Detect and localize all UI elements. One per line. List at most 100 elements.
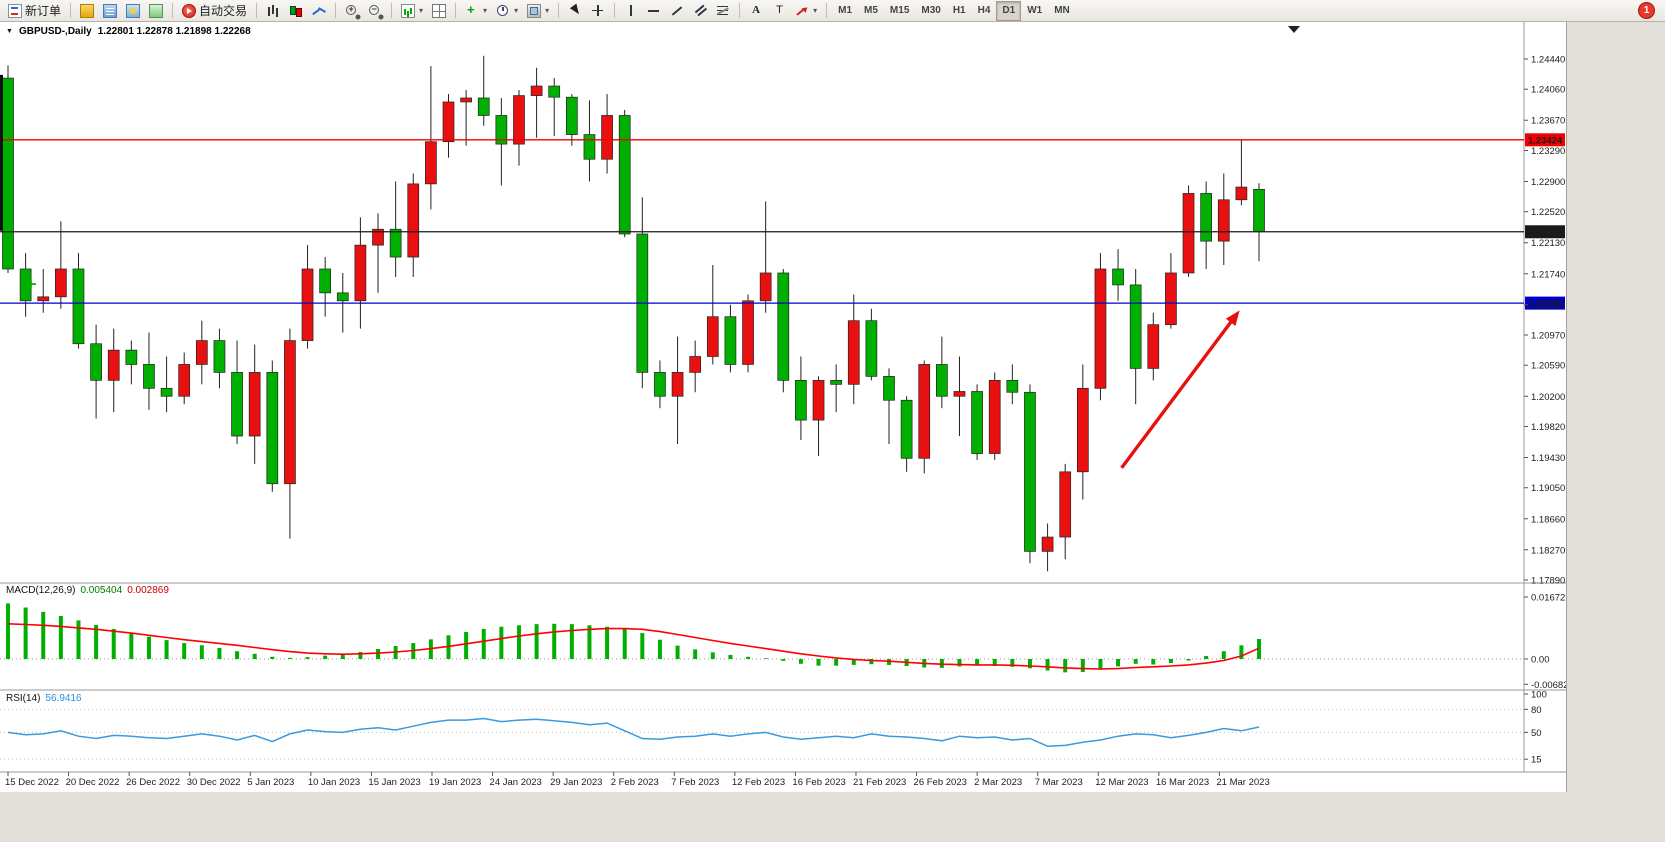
ohlc-values: 1.22801 1.22878 1.21898 1.22268 xyxy=(97,26,251,37)
svg-text:1.24060: 1.24060 xyxy=(1531,85,1565,96)
svg-text:19 Jan 2023: 19 Jan 2023 xyxy=(429,777,481,788)
svg-text:26 Feb 2023: 26 Feb 2023 xyxy=(914,777,967,788)
dropdown-arrow-icon: ▾ xyxy=(419,6,424,15)
candlestick-chart-icon xyxy=(289,4,303,18)
toolbar-separator xyxy=(256,3,258,18)
svg-text:-0.006826: -0.006826 xyxy=(1531,680,1566,691)
cursor-button[interactable] xyxy=(564,1,586,21)
zoom-out-icon xyxy=(368,4,382,18)
timeframe-d1-button[interactable]: D1 xyxy=(996,0,1022,21)
new-chart-button[interactable]: ▾ xyxy=(397,1,427,21)
svg-text:7 Mar 2023: 7 Mar 2023 xyxy=(1035,777,1083,788)
svg-text:12 Mar 2023: 12 Mar 2023 xyxy=(1095,777,1148,788)
svg-text:30 Dec 2022: 30 Dec 2022 xyxy=(187,777,241,788)
macd-signal-value: 0.002869 xyxy=(127,585,169,596)
label-button[interactable] xyxy=(768,1,790,21)
chart-window: 1.23424 1.22268 1.21371 1.24440 1.24060 1.236… xyxy=(0,22,1567,792)
shapes-button[interactable]: ▾ xyxy=(791,1,821,21)
svg-text:1.23670: 1.23670 xyxy=(1531,116,1565,127)
zoom-in-button[interactable] xyxy=(341,1,363,21)
market-watch-button[interactable] xyxy=(76,1,98,21)
crosshair-button[interactable] xyxy=(587,1,609,21)
vertical-line-button[interactable] xyxy=(620,1,642,21)
auto-trading-button[interactable]: 自动交易 xyxy=(178,1,251,21)
bar-chart-icon xyxy=(266,4,280,18)
svg-text:0.00: 0.00 xyxy=(1531,655,1550,666)
svg-text:0.016725: 0.016725 xyxy=(1531,593,1566,604)
dropdown-arrow-icon: ▾ xyxy=(483,6,488,15)
tile-windows-button[interactable] xyxy=(428,1,450,21)
toolbar-separator xyxy=(172,3,174,18)
data-window-icon xyxy=(103,3,118,18)
dropdown-arrow-icon: ▾ xyxy=(514,6,519,15)
chart-title: ▼ GBPUSD-,Daily 1.22801 1.22878 1.21898 … xyxy=(6,26,251,37)
toolbar-separator xyxy=(826,3,828,18)
tile-windows-icon xyxy=(432,3,447,18)
arrow-shapes-icon xyxy=(795,4,809,18)
svg-text:5 Jan 2023: 5 Jan 2023 xyxy=(247,777,294,788)
candlestick-chart-button[interactable] xyxy=(285,1,307,21)
svg-text:1.19430: 1.19430 xyxy=(1531,453,1565,464)
timeframe-group: M1 M5 M15 M30 H1 H4 D1 W1 MN xyxy=(832,0,1076,21)
svg-text:2 Feb 2023: 2 Feb 2023 xyxy=(611,777,659,788)
timeframe-w1-button[interactable]: W1 xyxy=(1021,1,1048,21)
channel-icon xyxy=(693,4,707,18)
svg-text:50: 50 xyxy=(1531,728,1542,739)
zoom-out-button[interactable] xyxy=(364,1,386,21)
periods-icon xyxy=(496,4,510,18)
timeframe-h4-button[interactable]: H4 xyxy=(972,1,997,21)
chart-template-icon xyxy=(527,3,542,18)
horizontal-line-icon xyxy=(647,4,661,18)
text-icon xyxy=(749,4,763,18)
toolbar-separator xyxy=(739,3,741,18)
macd-label: MACD(12,26,9) 0.005404 0.002869 xyxy=(6,585,169,596)
fibonacci-button[interactable] xyxy=(712,1,734,21)
bar-chart-button[interactable] xyxy=(262,1,284,21)
label-icon xyxy=(772,4,786,18)
svg-text:1.20970: 1.20970 xyxy=(1531,331,1565,342)
indicators-button[interactable]: ▾ xyxy=(461,1,491,21)
svg-text:1.23290: 1.23290 xyxy=(1531,146,1565,157)
timeframe-h1-button[interactable]: H1 xyxy=(947,1,972,21)
auto-trading-icon xyxy=(182,3,197,18)
timeframe-m30-button[interactable]: M30 xyxy=(915,1,946,21)
new-order-label: 新订单 xyxy=(25,4,62,18)
notification-badge[interactable]: 1 xyxy=(1638,2,1655,19)
svg-text:100: 100 xyxy=(1531,690,1547,701)
macd-name: MACD(12,26,9) xyxy=(6,585,76,596)
svg-text:10 Jan 2023: 10 Jan 2023 xyxy=(308,777,360,788)
templates-button[interactable]: ▾ xyxy=(523,1,553,21)
timeframe-mn-button[interactable]: MN xyxy=(1048,1,1076,21)
svg-text:1.21740: 1.21740 xyxy=(1531,269,1565,280)
svg-text:15 Dec 2022: 15 Dec 2022 xyxy=(5,777,59,788)
vertical-line-icon xyxy=(624,4,638,18)
svg-text:1.17890: 1.17890 xyxy=(1531,576,1565,587)
svg-text:1.19820: 1.19820 xyxy=(1531,422,1565,433)
symbol-period-label: GBPUSD-,Daily xyxy=(18,26,92,37)
chart-canvas[interactable]: 1.23424 1.22268 1.21371 1.24440 1.24060 1.236… xyxy=(0,22,1566,792)
trendline-icon xyxy=(670,4,684,18)
toolbar-separator xyxy=(614,3,616,18)
terminal-button[interactable] xyxy=(145,1,167,21)
rsi-value: 56.9416 xyxy=(45,693,82,704)
timeframe-m15-button[interactable]: M15 xyxy=(884,1,915,21)
svg-text:1.23424: 1.23424 xyxy=(1528,135,1563,146)
horizontal-line-button[interactable] xyxy=(643,1,665,21)
new-order-button[interactable]: 新订单 xyxy=(4,1,65,21)
channel-button[interactable] xyxy=(689,1,711,21)
navigator-icon xyxy=(126,3,141,18)
svg-text:15 Jan 2023: 15 Jan 2023 xyxy=(368,777,420,788)
trendline-button[interactable] xyxy=(666,1,688,21)
timeframe-m5-button[interactable]: M5 xyxy=(858,1,884,21)
one-click-trading-toggle[interactable]: ▼ xyxy=(6,28,13,35)
svg-text:1.20590: 1.20590 xyxy=(1531,361,1565,372)
market-watch-icon xyxy=(80,3,95,18)
text-button[interactable] xyxy=(745,1,767,21)
navigator-button[interactable] xyxy=(122,1,144,21)
svg-text:1.22520: 1.22520 xyxy=(1531,207,1565,218)
line-chart-button[interactable] xyxy=(308,1,330,21)
data-window-button[interactable] xyxy=(99,1,121,21)
timeframe-m1-button[interactable]: M1 xyxy=(832,1,858,21)
rsi-label: RSI(14) 56.9416 xyxy=(6,693,82,704)
periods-button[interactable]: ▾ xyxy=(492,1,522,21)
